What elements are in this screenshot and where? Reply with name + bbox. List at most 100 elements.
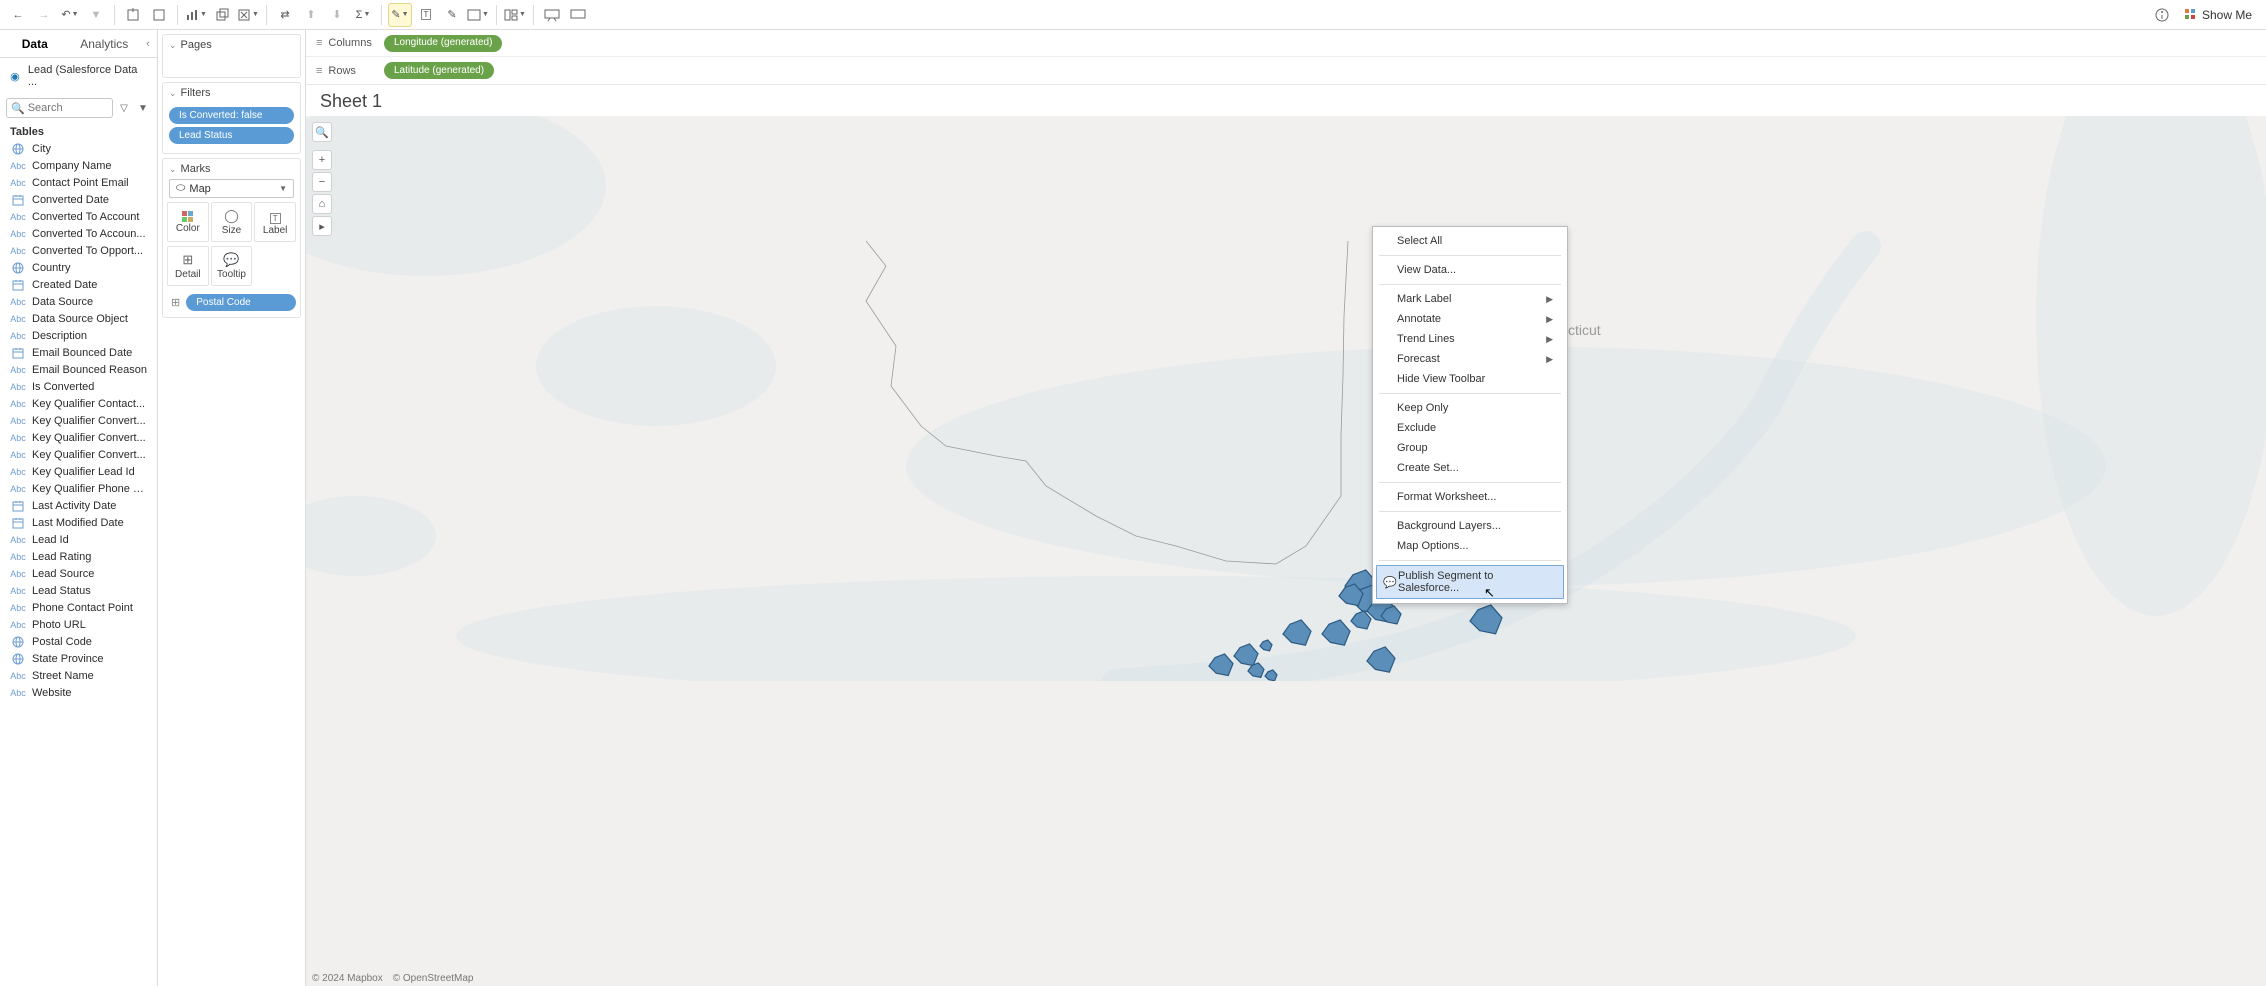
labels-button[interactable]: T — [414, 3, 438, 27]
field-item[interactable]: AbcData Source Object — [4, 310, 153, 327]
field-menu-button[interactable]: ▼ — [135, 103, 151, 114]
sort-asc-button[interactable]: ⬆ — [299, 3, 323, 27]
pause-button[interactable] — [147, 3, 171, 27]
tab-analytics[interactable]: Analytics — [70, 31, 140, 57]
field-item[interactable]: City — [4, 140, 153, 157]
new-datasource-button[interactable] — [121, 3, 145, 27]
totals-button[interactable]: Σ▼ — [351, 3, 375, 27]
field-item[interactable]: AbcPhone Contact Point — [4, 599, 153, 616]
mark-pill-postalcode[interactable]: Postal Code — [186, 294, 296, 311]
field-item[interactable]: State Province — [4, 650, 153, 667]
marks-color[interactable]: Color — [167, 202, 209, 242]
context-menu-item[interactable]: Exclude — [1373, 418, 1567, 438]
field-item[interactable]: Last Modified Date — [4, 514, 153, 531]
presentation-button[interactable] — [540, 3, 564, 27]
context-menu-item[interactable]: Create Set... — [1373, 458, 1567, 478]
filters-shelf[interactable]: ⌄Filters Is Converted: false Lead Status — [162, 82, 301, 154]
back-button[interactable]: ← — [6, 3, 30, 27]
context-menu-item[interactable]: Hide View Toolbar — [1373, 369, 1567, 389]
zoom-out-button[interactable]: − — [312, 172, 332, 192]
field-item[interactable]: AbcPhoto URL — [4, 616, 153, 633]
marks-tooltip[interactable]: 💬Tooltip — [211, 246, 253, 286]
context-menu-item[interactable]: Forecast▶ — [1373, 349, 1567, 369]
field-item[interactable]: AbcData Source — [4, 293, 153, 310]
swap-button[interactable]: ⇄ — [273, 3, 297, 27]
zoom-in-button[interactable]: + — [312, 150, 332, 170]
field-item[interactable]: AbcConverted To Opport... — [4, 242, 153, 259]
filter-fields-button[interactable]: ▽ — [116, 103, 132, 114]
rows-pill[interactable]: Latitude (generated) — [384, 62, 494, 79]
context-menu-item[interactable]: Select All — [1373, 231, 1567, 251]
rows-shelf[interactable]: ≡Rows Latitude (generated) — [306, 57, 2266, 84]
context-menu-item[interactable]: Keep Only — [1373, 398, 1567, 418]
context-menu-item[interactable]: Trend Lines▶ — [1373, 329, 1567, 349]
context-menu-item[interactable]: Background Layers... — [1373, 516, 1567, 536]
field-item[interactable]: Created Date — [4, 276, 153, 293]
mark-type-select[interactable]: ⬭ Map ▼ — [169, 179, 294, 198]
field-search[interactable]: 🔍 — [6, 98, 113, 118]
field-item[interactable]: AbcLead Source — [4, 565, 153, 582]
tab-data[interactable]: Data — [0, 31, 70, 57]
sheet-title[interactable]: Sheet 1 — [306, 85, 2266, 116]
context-menu-item[interactable]: View Data... — [1373, 260, 1567, 280]
field-item[interactable]: AbcEmail Bounced Reason — [4, 361, 153, 378]
field-item[interactable]: AbcCompany Name — [4, 157, 153, 174]
search-input[interactable] — [28, 102, 108, 114]
duplicate-button[interactable] — [210, 3, 234, 27]
field-item[interactable]: Country — [4, 259, 153, 276]
context-menu-item[interactable]: 💬Publish Segment to Salesforce... — [1376, 565, 1564, 599]
new-worksheet-button[interactable]: ▼ — [184, 3, 208, 27]
field-item[interactable]: AbcLead Status — [4, 582, 153, 599]
field-item[interactable]: Postal Code — [4, 633, 153, 650]
context-menu-item[interactable]: Map Options... — [1373, 536, 1567, 556]
field-item[interactable]: AbcKey Qualifier Contact... — [4, 395, 153, 412]
format-button[interactable]: ✎ — [440, 3, 464, 27]
field-item[interactable]: AbcKey Qualifier Phone C... — [4, 480, 153, 497]
marks-size[interactable]: ◯Size — [211, 202, 253, 242]
redo-button[interactable]: ▼ — [84, 3, 108, 27]
field-item[interactable]: AbcStreet Name — [4, 667, 153, 684]
share-button[interactable] — [566, 3, 590, 27]
filter-pill-isconverted[interactable]: Is Converted: false — [169, 107, 294, 124]
field-item[interactable]: Last Activity Date — [4, 497, 153, 514]
data-guide-button[interactable] — [2150, 3, 2174, 27]
context-menu-item[interactable]: Mark Label▶ — [1373, 289, 1567, 309]
field-item[interactable]: AbcIs Converted — [4, 378, 153, 395]
field-item[interactable]: Email Bounced Date — [4, 344, 153, 361]
map-viz[interactable]: cticut 🔍 + − ⌂ ▸ © 2024 Mapbox © OpenStr… — [306, 116, 2266, 986]
field-item[interactable]: AbcDescription — [4, 327, 153, 344]
highlight-button[interactable]: ✎▼ — [388, 3, 412, 27]
context-menu-item[interactable]: Format Worksheet... — [1373, 487, 1567, 507]
filter-pill-leadstatus[interactable]: Lead Status — [169, 127, 294, 144]
field-item[interactable]: AbcWebsite — [4, 684, 153, 701]
field-item[interactable]: AbcConverted To Account — [4, 208, 153, 225]
field-item[interactable]: AbcKey Qualifier Convert... — [4, 429, 153, 446]
columns-shelf[interactable]: ≡Columns Longitude (generated) — [306, 30, 2266, 57]
sort-desc-button[interactable]: ⬇ — [325, 3, 349, 27]
context-menu-item[interactable]: Group — [1373, 438, 1567, 458]
zoom-home-button[interactable]: ⌂ — [312, 194, 332, 214]
marks-label[interactable]: TLabel — [254, 202, 296, 242]
forward-button[interactable]: → — [32, 3, 56, 27]
field-item[interactable]: AbcLead Id — [4, 531, 153, 548]
field-item[interactable]: Converted Date — [4, 191, 153, 208]
field-item[interactable]: AbcKey Qualifier Convert... — [4, 446, 153, 463]
field-item[interactable]: AbcLead Rating — [4, 548, 153, 565]
map-search-button[interactable]: 🔍 — [312, 122, 332, 142]
pages-shelf[interactable]: ⌄Pages — [162, 34, 301, 78]
field-item[interactable]: AbcKey Qualifier Convert... — [4, 412, 153, 429]
field-item[interactable]: AbcConverted To Accoun... — [4, 225, 153, 242]
show-me-button[interactable]: Show Me — [2176, 8, 2260, 22]
context-menu-item[interactable]: Annotate▶ — [1373, 309, 1567, 329]
map-tools-button[interactable]: ▸ — [312, 216, 332, 236]
clear-button[interactable]: ▼ — [236, 3, 260, 27]
datasource-item[interactable]: ◉ Lead (Salesforce Data ... — [0, 58, 157, 94]
field-item[interactable]: AbcKey Qualifier Lead Id — [4, 463, 153, 480]
columns-pill[interactable]: Longitude (generated) — [384, 35, 502, 52]
field-item[interactable]: AbcContact Point Email — [4, 174, 153, 191]
undo-button[interactable]: ↶▼ — [58, 3, 82, 27]
fit-button[interactable]: ▼ — [466, 3, 490, 27]
collapse-data-pane[interactable]: ‹ — [139, 38, 157, 50]
marks-detail[interactable]: ⊞Detail — [167, 246, 209, 286]
cards-button[interactable]: ▼ — [503, 3, 527, 27]
